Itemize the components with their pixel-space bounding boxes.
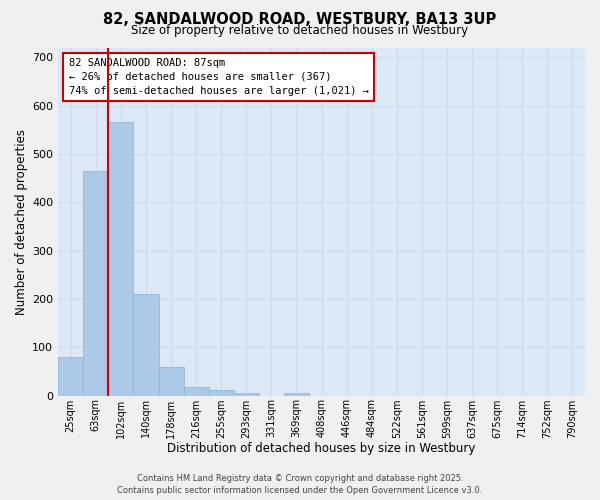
Bar xyxy=(284,392,309,396)
Text: Contains HM Land Registry data © Crown copyright and database right 2025.
Contai: Contains HM Land Registry data © Crown c… xyxy=(118,474,482,495)
Text: 82 SANDALWOOD ROAD: 87sqm
← 26% of detached houses are smaller (367)
74% of semi: 82 SANDALWOOD ROAD: 87sqm ← 26% of detac… xyxy=(68,58,368,96)
Bar xyxy=(83,171,109,396)
Bar xyxy=(133,294,158,396)
Bar xyxy=(109,122,133,396)
X-axis label: Distribution of detached houses by size in Westbury: Distribution of detached houses by size … xyxy=(167,442,476,455)
Bar xyxy=(158,366,184,396)
Text: Size of property relative to detached houses in Westbury: Size of property relative to detached ho… xyxy=(131,24,469,37)
Bar xyxy=(209,390,234,396)
Text: 82, SANDALWOOD ROAD, WESTBURY, BA13 3UP: 82, SANDALWOOD ROAD, WESTBURY, BA13 3UP xyxy=(103,12,497,28)
Bar xyxy=(234,393,259,396)
Y-axis label: Number of detached properties: Number of detached properties xyxy=(15,128,28,314)
Bar xyxy=(58,357,83,396)
Bar xyxy=(184,387,209,396)
